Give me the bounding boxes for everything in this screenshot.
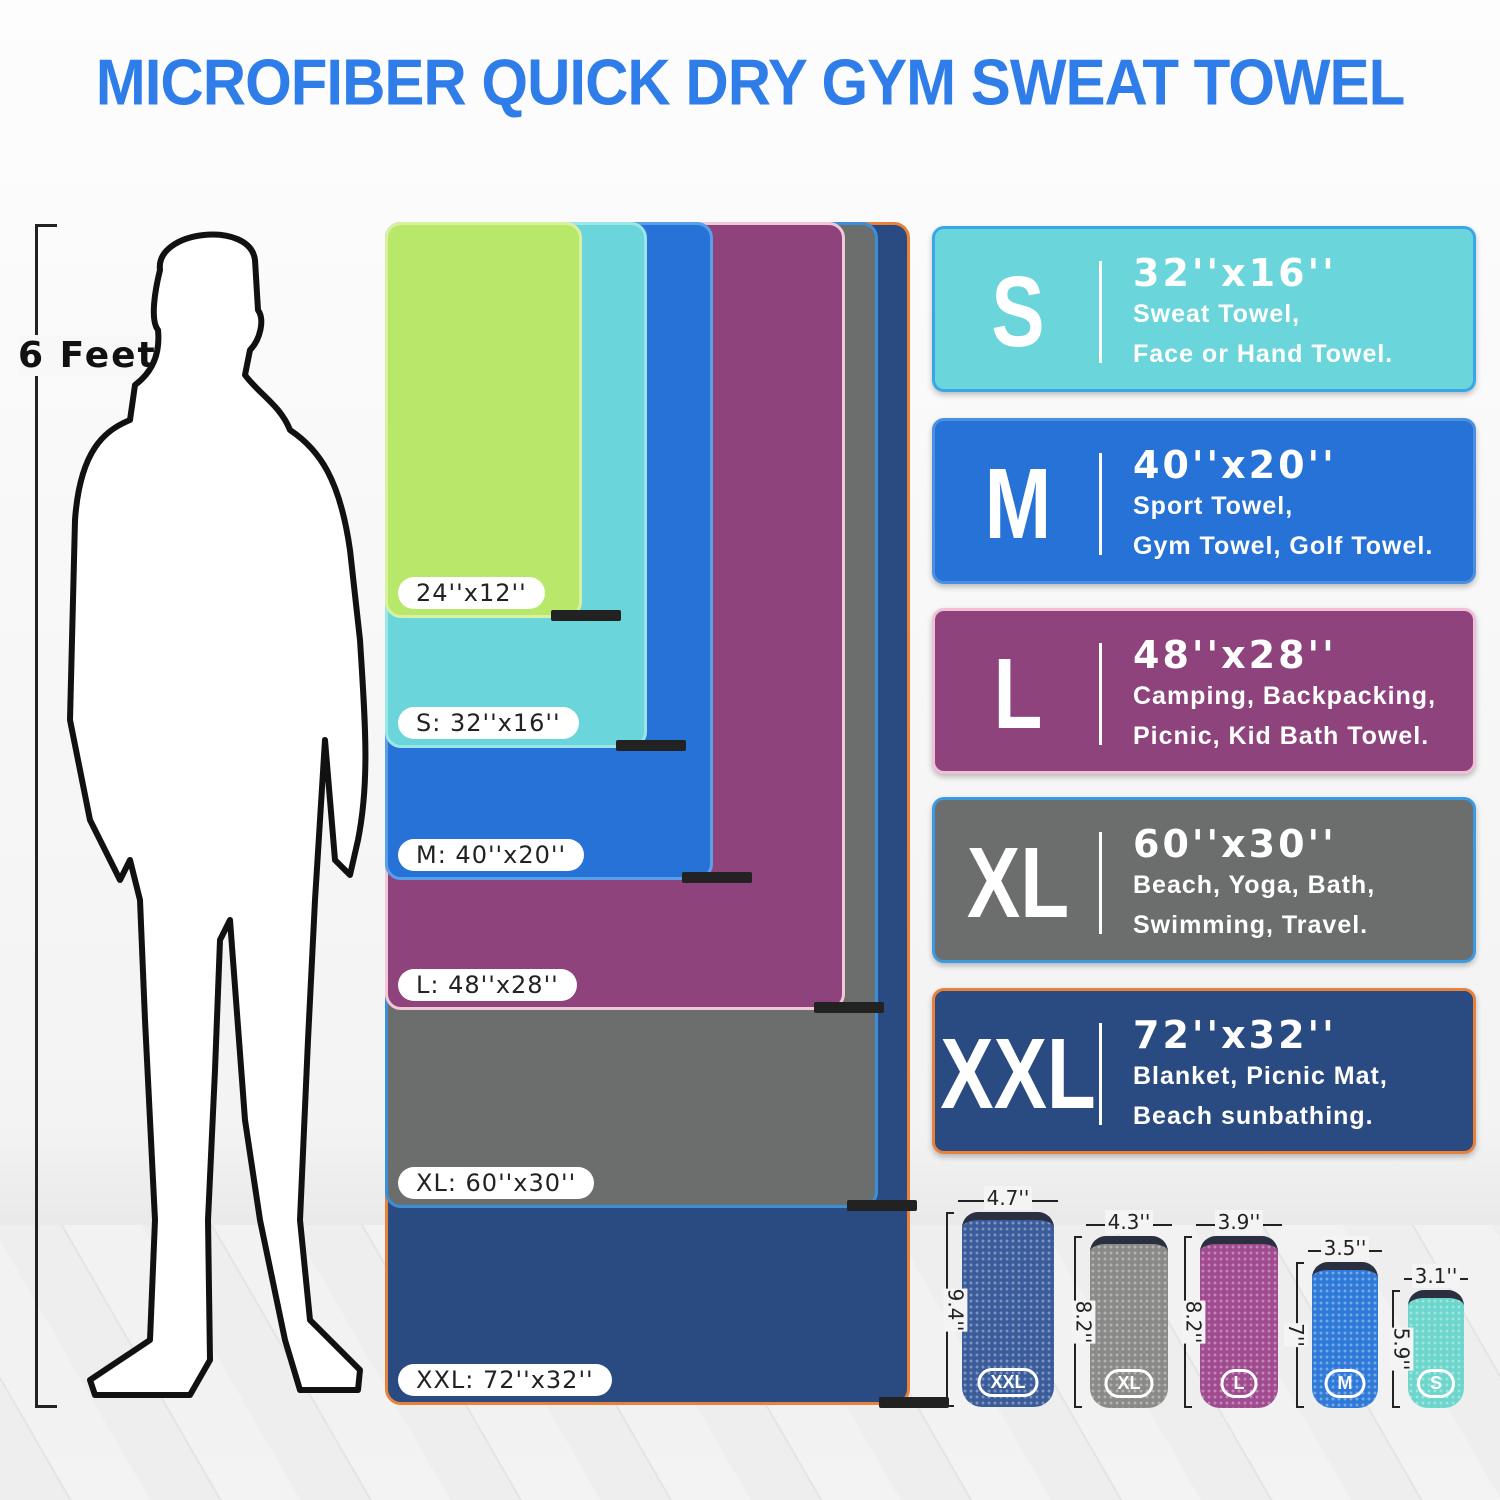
- man-silhouette-icon: [67, 231, 369, 1398]
- usage-line-2: Gym Towel, Golf Towel.: [1133, 532, 1434, 560]
- pouch-width-dimension: 3.5'': [1308, 1236, 1382, 1276]
- hang-tag-icon: [847, 1200, 917, 1211]
- usage-line-1: Beach, Yoga, Bath,: [1133, 871, 1376, 899]
- pouch-height-dimension: 7'': [1283, 1262, 1308, 1408]
- pouch-width-dimension: 4.7'': [958, 1186, 1058, 1226]
- pouch-height-label: 7'': [1283, 1323, 1308, 1347]
- pouch-width-label: 4.7'': [983, 1186, 1033, 1210]
- pouch-size-badge: XL: [1104, 1369, 1154, 1398]
- usage-line-1: Camping, Backpacking,: [1133, 682, 1437, 710]
- size-dimensions: 48''x28'': [1133, 633, 1337, 677]
- divider: [1099, 453, 1102, 555]
- size-card-m: M 40''x20'' Sport Towel, Gym Towel, Golf To…: [932, 418, 1476, 584]
- pouch-width-label: 3.9'': [1214, 1210, 1264, 1234]
- pouch-height-dimension: 9.4'': [943, 1212, 968, 1407]
- divider: [1099, 1023, 1102, 1125]
- pouch-s: S: [1408, 1290, 1464, 1408]
- hang-tag-icon: [814, 1002, 884, 1013]
- height-scale-bracket: [35, 224, 57, 1408]
- pouch-m: M: [1312, 1262, 1378, 1408]
- hang-tag-icon: [616, 740, 686, 751]
- size-letter: XXL: [940, 1017, 1096, 1130]
- size-card-xxl: XXL 72''x32'' Blanket, Picnic Mat, Beach su…: [932, 988, 1476, 1154]
- pouch-width-dimension: 3.1'': [1404, 1264, 1468, 1304]
- size-letter: M: [984, 447, 1052, 560]
- pouch-width-dimension: 4.3'': [1086, 1210, 1172, 1250]
- pouch-xxl: XXL: [962, 1212, 1054, 1407]
- size-card-s: S 32''x16'' Sweat Towel, Face or Hand Towel…: [932, 226, 1476, 392]
- pouch-height-label: 5.9'': [1389, 1327, 1414, 1371]
- towel-size-label: XL: 60''x30'': [398, 1167, 595, 1199]
- pouch-width-label: 3.5'': [1320, 1236, 1370, 1260]
- usage-line-2: Picnic, Kid Bath Towel.: [1133, 722, 1430, 750]
- usage-line-2: Face or Hand Towel.: [1133, 340, 1394, 368]
- size-dimensions: 32''x16'': [1133, 251, 1337, 295]
- size-letter: L: [993, 637, 1043, 750]
- divider: [1099, 261, 1102, 363]
- pouch-size-badge: L: [1220, 1369, 1258, 1398]
- towel-size-label: 24''x12'': [398, 577, 545, 609]
- pouch-height-dimension: 8.2'': [1181, 1236, 1206, 1408]
- size-dimensions: 60''x30'': [1133, 822, 1337, 866]
- size-letter: S: [991, 255, 1045, 368]
- pouch-size-badge: M: [1324, 1369, 1366, 1398]
- usage-line-1: Blanket, Picnic Mat,: [1133, 1062, 1388, 1090]
- hang-tag-icon: [551, 610, 621, 621]
- pouch-height-label: 8.2'': [1181, 1300, 1206, 1344]
- pouch-xl: XL: [1090, 1236, 1168, 1408]
- size-dimensions: 40''x20'': [1133, 443, 1337, 487]
- divider: [1099, 832, 1102, 934]
- divider: [1099, 643, 1102, 745]
- height-label: 6 Feet: [18, 335, 157, 376]
- pouch-width-dimension: 3.9'': [1196, 1210, 1282, 1250]
- towel-size-label: XXL: 72''x32'': [398, 1364, 612, 1396]
- size-card-l: L 48''x28'' Camping, Backpacking, Picnic, K…: [932, 608, 1476, 774]
- usage-line-2: Beach sunbathing.: [1133, 1102, 1374, 1130]
- towel-size-label: S: 32''x16'': [398, 707, 579, 739]
- hang-tag-icon: [682, 872, 752, 883]
- usage-line-1: Sweat Towel,: [1133, 300, 1301, 328]
- pouch-width-label: 4.3'': [1104, 1210, 1154, 1234]
- pouch-size-badge: XXL: [977, 1368, 1039, 1397]
- usage-line-2: Swimming, Travel.: [1133, 911, 1369, 939]
- towel-size-label: M: 40''x20'': [398, 839, 585, 871]
- size-letter: XL: [966, 826, 1070, 939]
- pouch-height-dimension: 5.9'': [1389, 1290, 1414, 1408]
- size-dimensions: 72''x32'': [1133, 1013, 1337, 1057]
- pouch-size-badge: S: [1416, 1369, 1456, 1398]
- hang-tag-icon: [879, 1397, 949, 1408]
- pouch-height-label: 8.2'': [1071, 1300, 1096, 1344]
- towel-size-label: L: 48''x28'': [398, 969, 577, 1001]
- towel-xs: 24''x12'': [385, 222, 621, 621]
- page-title: MICROFIBER QUICK DRY GYM SWEAT TOWEL: [95, 46, 1405, 119]
- pouch-height-label: 9.4'': [943, 1288, 968, 1331]
- pouch-l: L: [1200, 1236, 1278, 1408]
- usage-line-1: Sport Towel,: [1133, 492, 1294, 520]
- pouch-height-dimension: 8.2'': [1071, 1236, 1096, 1408]
- pouch-width-label: 3.1'': [1411, 1264, 1461, 1288]
- size-card-xl: XL 60''x30'' Beach, Yoga, Bath, Swimming, T…: [932, 797, 1476, 963]
